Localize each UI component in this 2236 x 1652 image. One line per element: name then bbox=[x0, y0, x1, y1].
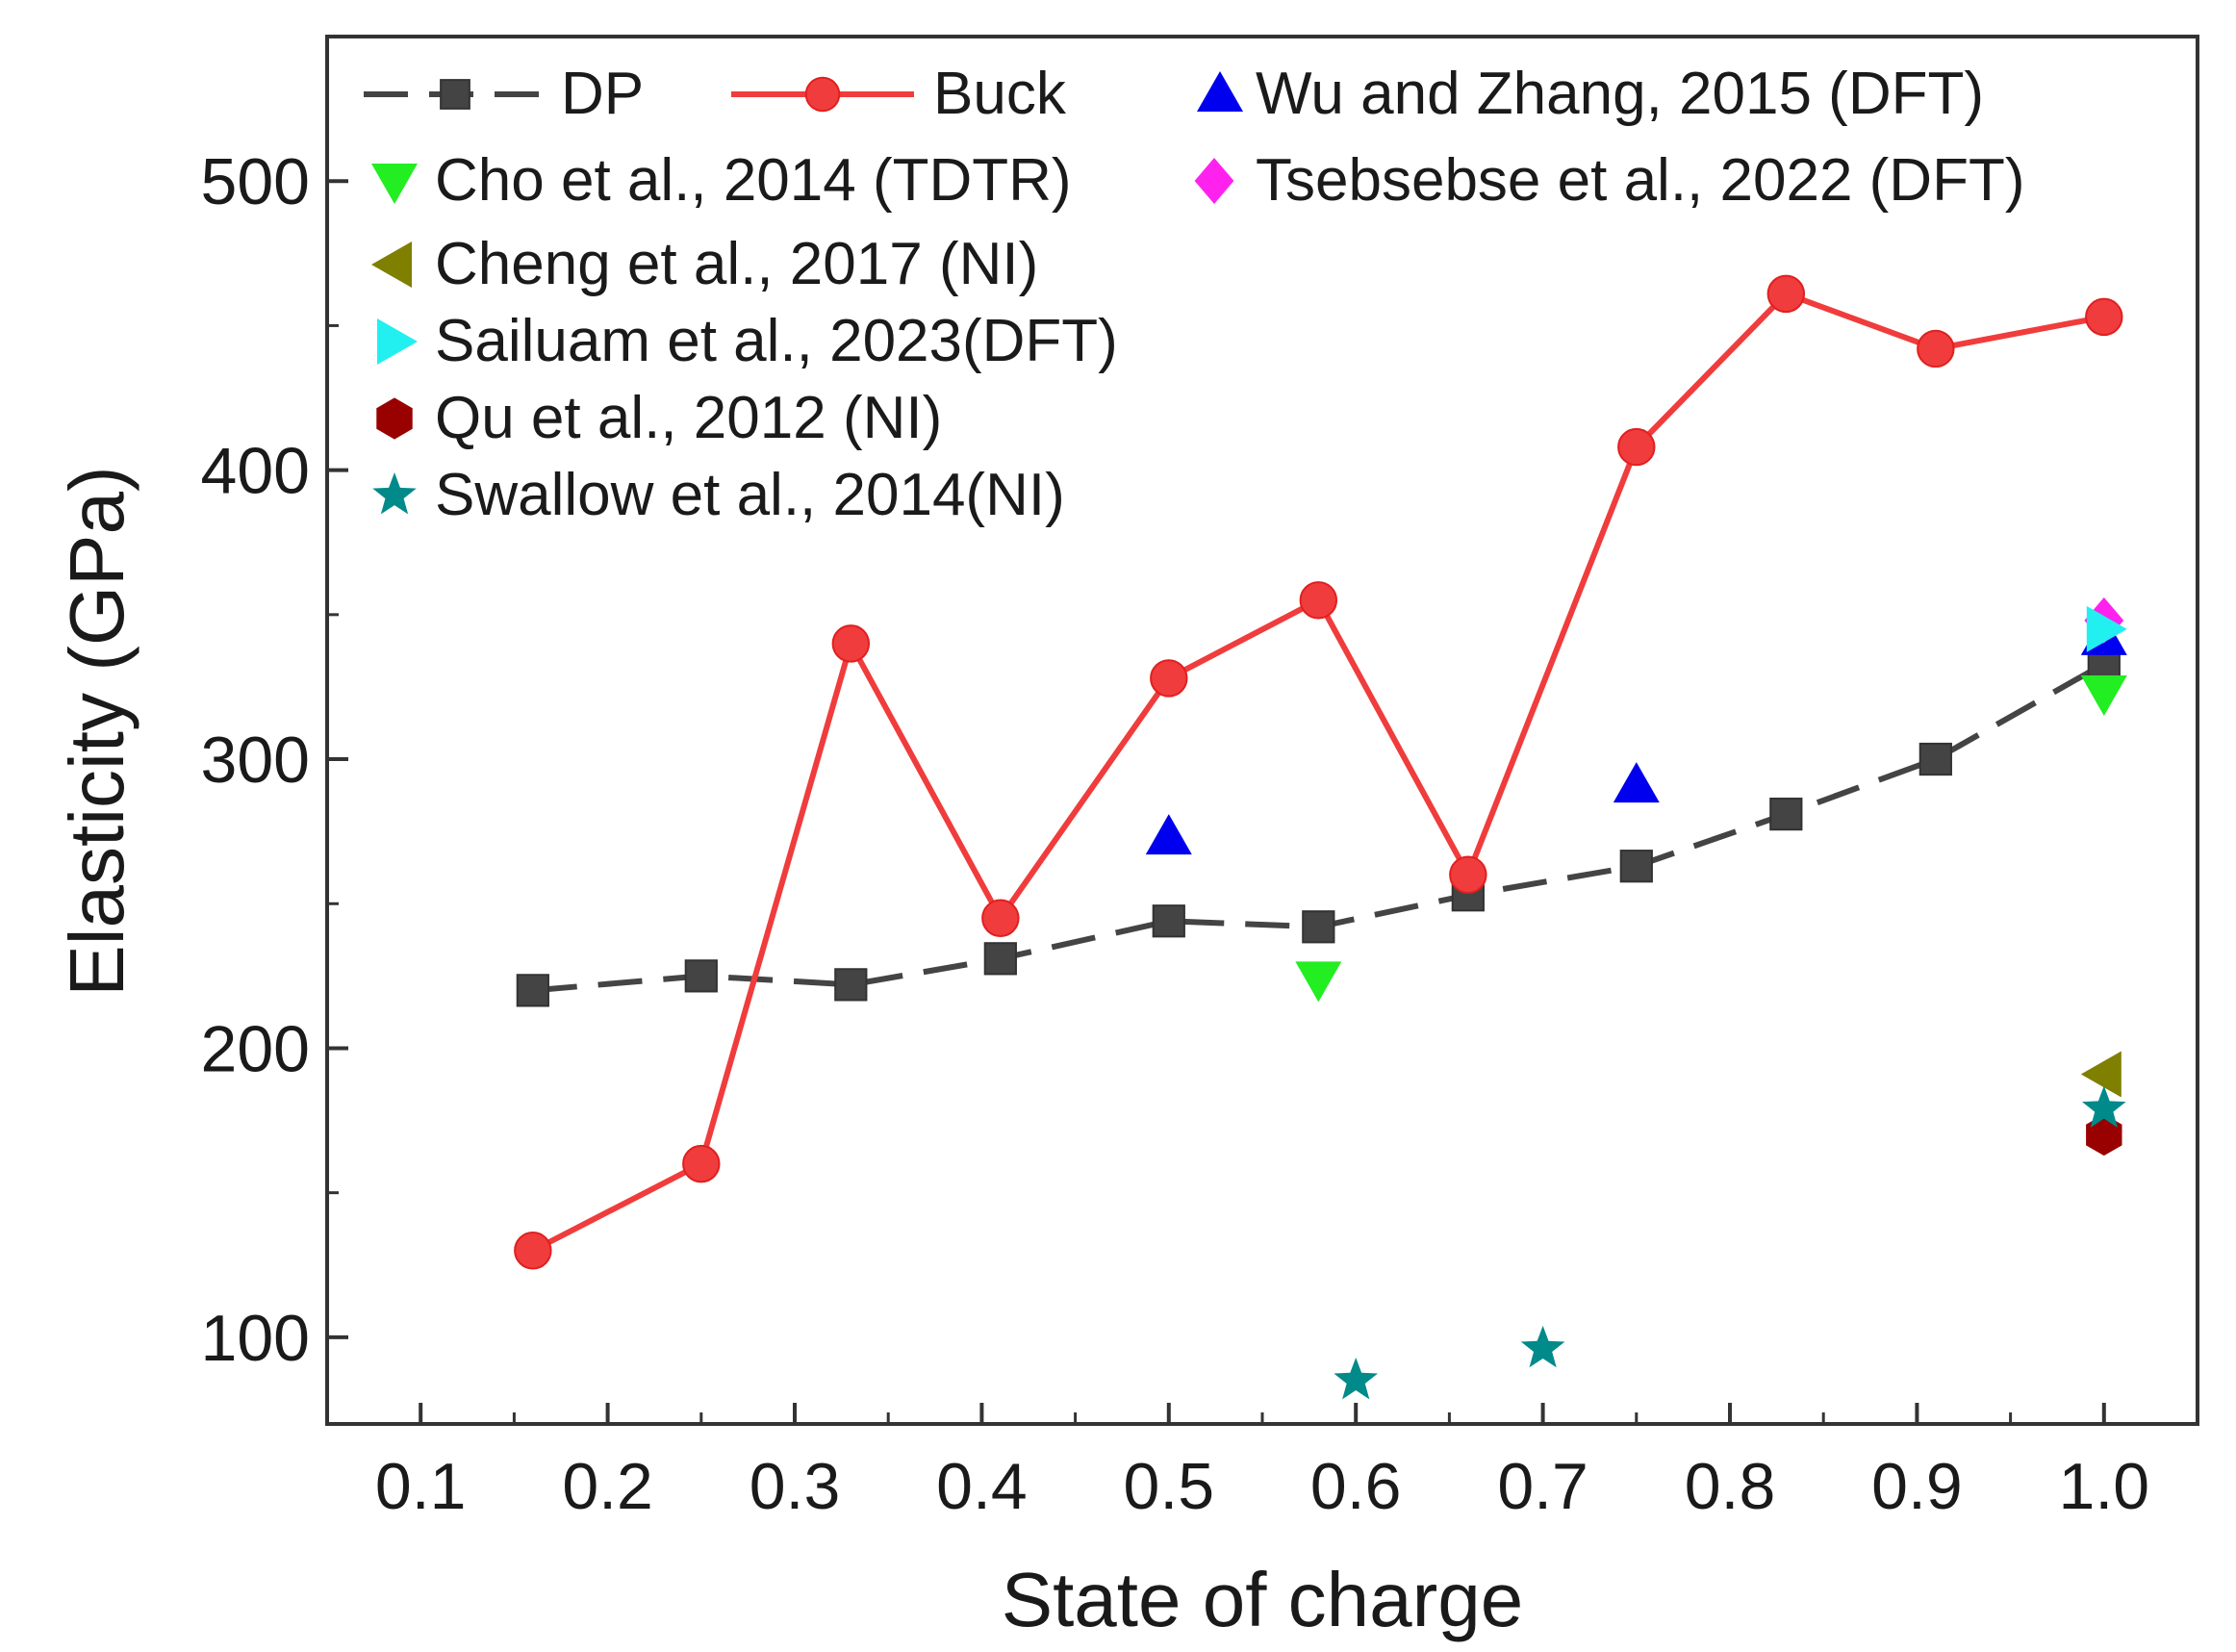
series-layer bbox=[514, 274, 2127, 1400]
data-point bbox=[2081, 1085, 2126, 1128]
x-tick-label: 0.9 bbox=[1871, 1450, 1963, 1523]
y-tick-label: 500 bbox=[201, 145, 310, 218]
series-cho-et-al-2014-tdtr bbox=[1295, 674, 2127, 1003]
legend-label: DP bbox=[561, 61, 644, 127]
y-tick-label: 400 bbox=[201, 435, 310, 508]
legend-label: Cheng et al., 2017 (NI) bbox=[435, 231, 1038, 297]
x-tick-label: 0.5 bbox=[1124, 1450, 1215, 1523]
legend-label: Buck bbox=[933, 61, 1067, 127]
data-point bbox=[1520, 1325, 1565, 1368]
y-tick-label: 100 bbox=[201, 1302, 310, 1375]
data-point bbox=[2080, 674, 2127, 716]
data-point bbox=[2080, 1051, 2122, 1098]
legend-entry-cho-et-al-2014-tdtr: Cho et al., 2014 (TDTR) bbox=[371, 147, 1072, 214]
legend-marker bbox=[371, 241, 412, 288]
legend-marker bbox=[440, 79, 470, 110]
data-point bbox=[1334, 1357, 1379, 1400]
data-point bbox=[1769, 798, 1803, 831]
x-tick-label: 1.0 bbox=[2059, 1450, 2150, 1523]
x-tick-label: 0.4 bbox=[936, 1450, 1028, 1523]
data-point bbox=[1150, 659, 1188, 698]
legend-marker bbox=[1194, 158, 1234, 204]
series-sailuam-et-al-2023-dft bbox=[2086, 605, 2127, 652]
legend-marker bbox=[377, 318, 418, 365]
data-point bbox=[2086, 1113, 2122, 1156]
x-tick-label: 0.8 bbox=[1685, 1450, 1776, 1523]
legend-entry-sailuam-et-al-2023-dft: Sailuam et al., 2023(DFT) bbox=[377, 308, 1118, 374]
legend-label: Swallow et al., 2014(NI) bbox=[435, 462, 1065, 528]
series-buck bbox=[514, 274, 2123, 1270]
legend-marker bbox=[372, 472, 417, 515]
legend: DP Buck Wu and Zhang, 2015 (DFT) Cho et al.… bbox=[364, 61, 2024, 528]
series-swallow-et-al-2014-ni bbox=[1334, 1085, 2126, 1400]
x-tick-label: 0.6 bbox=[1310, 1450, 1402, 1523]
data-point bbox=[1295, 961, 1342, 1003]
axis-ticks: 0.1 0.2 0.3 0.4 0.5 0.6 0.7 0.8 0.9 1.0 100 200 300 4… bbox=[201, 145, 2199, 1523]
data-point bbox=[514, 1232, 552, 1270]
legend-entry-wu-and-zhang-2015-dft: Wu and Zhang, 2015 (DFT) bbox=[1197, 61, 1984, 127]
data-point bbox=[981, 899, 1020, 937]
y-tick-label: 300 bbox=[201, 724, 310, 797]
data-point bbox=[2085, 297, 2123, 337]
legend-entry-qu-et-al-2012-ni: Qu et al., 2012 (NI) bbox=[376, 385, 942, 451]
data-point bbox=[834, 968, 868, 1002]
data-point bbox=[1613, 762, 1660, 803]
y-axis-label: Elasticity (GPa) bbox=[54, 466, 140, 996]
legend-entry-dp: DP bbox=[364, 61, 644, 127]
data-point bbox=[2086, 605, 2127, 652]
x-tick-label: 0.1 bbox=[375, 1450, 467, 1523]
data-point bbox=[1302, 910, 1335, 944]
x-tick-label: 0.2 bbox=[562, 1450, 653, 1523]
legend-marker bbox=[1197, 71, 1243, 112]
data-point bbox=[831, 624, 871, 663]
legend-label: Cho et al., 2014 (TDTR) bbox=[435, 147, 1072, 214]
legend-label: Tsebsebse et al., 2022 (DFT) bbox=[1256, 147, 2024, 214]
series-qu-et-al-2012-ni bbox=[2086, 1113, 2122, 1156]
data-point bbox=[516, 974, 549, 1007]
x-tick-label: 0.3 bbox=[750, 1450, 841, 1523]
legend-marker bbox=[804, 76, 841, 113]
y-tick-label: 200 bbox=[201, 1012, 310, 1085]
legend-entry-tsebsebse-et-al-2022-dft: Tsebsebse et al., 2022 (DFT) bbox=[1194, 147, 2024, 214]
data-point bbox=[1917, 329, 1955, 369]
series-dp bbox=[516, 647, 2121, 1007]
legend-entry-buck: Buck bbox=[731, 61, 1067, 127]
data-point bbox=[1619, 850, 1653, 883]
data-point bbox=[684, 959, 718, 993]
series-cheng-et-al-2017-ni bbox=[2080, 1051, 2122, 1098]
data-point bbox=[1299, 581, 1338, 620]
legend-label: Sailuam et al., 2023(DFT) bbox=[435, 308, 1118, 374]
data-point bbox=[682, 1144, 721, 1183]
legend-marker bbox=[376, 397, 413, 440]
legend-marker bbox=[371, 164, 418, 204]
legend-label: Qu et al., 2012 (NI) bbox=[435, 385, 942, 451]
data-point bbox=[1918, 742, 1952, 776]
data-point bbox=[1617, 427, 1656, 467]
legend-entry-swallow-et-al-2014-ni: Swallow et al., 2014(NI) bbox=[372, 462, 1065, 528]
legend-entry-cheng-et-al-2017-ni: Cheng et al., 2017 (NI) bbox=[371, 231, 1038, 297]
series-wu-and-zhang-2015-dft bbox=[1145, 614, 2127, 855]
data-point bbox=[1766, 274, 1806, 314]
data-point bbox=[983, 942, 1017, 976]
data-point bbox=[1145, 814, 1192, 855]
data-point bbox=[1449, 855, 1487, 894]
data-point bbox=[1152, 904, 1185, 938]
x-tick-label: 0.7 bbox=[1497, 1450, 1588, 1523]
x-axis-label: State of charge bbox=[1002, 1557, 1524, 1642]
legend-label: Wu and Zhang, 2015 (DFT) bbox=[1256, 61, 1984, 127]
